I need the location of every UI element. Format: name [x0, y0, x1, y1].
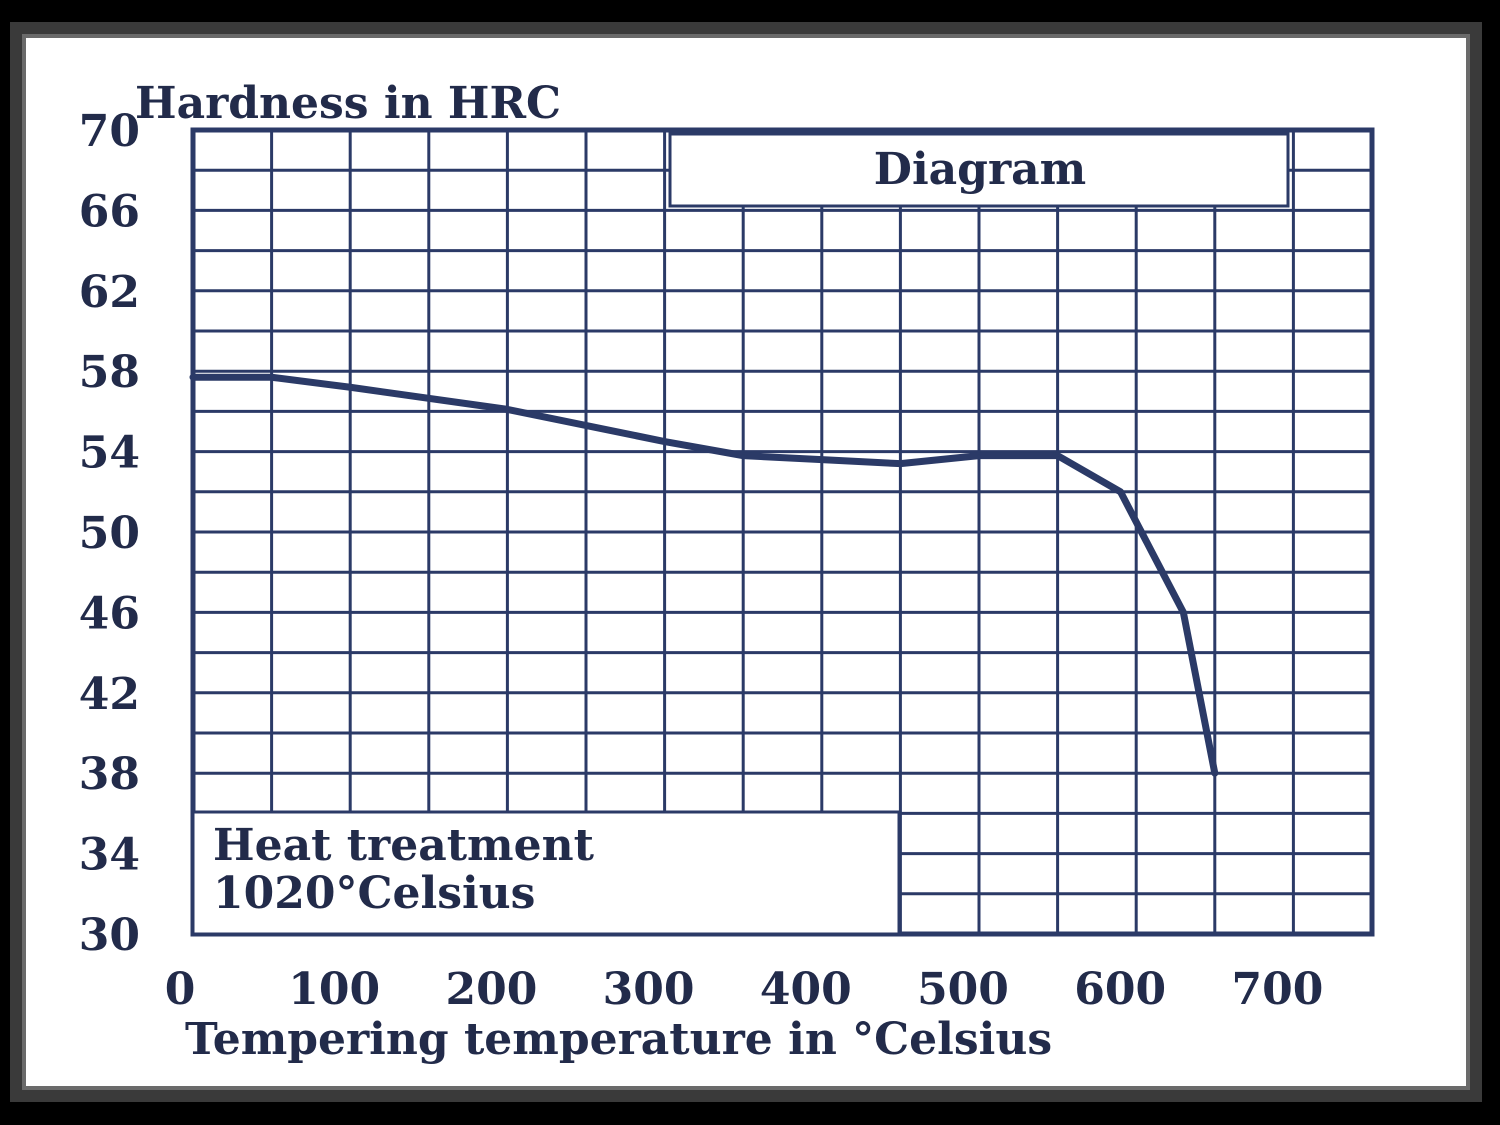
data-point [270, 375, 274, 379]
y-tick-label: 34 [79, 830, 140, 881]
data-point [1056, 454, 1060, 458]
hardness-chart: Hardness in HRC 70 66 62 58 54 50 46 42 38 34 30 0… [79, 78, 1375, 1065]
x-tick-label: 200 [445, 964, 537, 1015]
data-point [741, 454, 745, 458]
y-tick-label: 54 [79, 428, 140, 479]
x-tick-labels: 0 100 200 300 400 500 600 700 [165, 964, 1324, 1015]
data-point [1118, 490, 1122, 494]
diagram-label: Diagram [874, 144, 1086, 195]
data-point [191, 375, 195, 379]
y-tick-label: 66 [79, 186, 140, 237]
data-point [348, 385, 352, 389]
y-tick-label: 38 [79, 749, 140, 800]
data-point [820, 458, 824, 462]
x-tick-label: 500 [917, 964, 1009, 1015]
diagram-label-box: Diagram [668, 132, 1290, 208]
y-tick-label: 42 [79, 669, 140, 720]
data-point [505, 407, 509, 411]
y-tick-label: 58 [79, 347, 140, 398]
y-tick-label: 30 [79, 910, 140, 961]
y-tick-label: 46 [79, 588, 140, 639]
hardness-curve [189, 373, 1219, 777]
x-tick-label: 0 [165, 964, 196, 1015]
data-point [1150, 550, 1154, 554]
x-tick-label: 600 [1074, 964, 1166, 1015]
data-point [1213, 771, 1217, 775]
data-point [977, 454, 981, 458]
y-tick-label: 50 [79, 508, 140, 559]
picture-frame: Hardness in HRC 70 66 62 58 54 50 46 42 38 34 30 0… [10, 22, 1482, 1102]
x-tick-label: 100 [288, 964, 380, 1015]
data-point [898, 462, 902, 466]
x-tick-label: 300 [603, 964, 695, 1015]
y-axis-title: Hardness in HRC [135, 78, 561, 129]
y-tick-label: 62 [79, 267, 140, 318]
heat-treatment-note: Heat treatment 1020°Celsius [191, 810, 901, 936]
x-axis-title: Tempering temperature in °Celsius [185, 1014, 1052, 1065]
note-line-1: Heat treatment [213, 820, 595, 871]
x-tick-label: 700 [1231, 964, 1323, 1015]
data-point [663, 440, 667, 444]
x-tick-label: 400 [760, 964, 852, 1015]
data-point [1181, 610, 1185, 614]
y-tick-label: 70 [79, 106, 140, 157]
note-line-2: 1020°Celsius [213, 868, 535, 919]
series-group [189, 373, 1219, 777]
y-tick-labels: 70 66 62 58 54 50 46 42 38 34 30 [79, 106, 140, 961]
